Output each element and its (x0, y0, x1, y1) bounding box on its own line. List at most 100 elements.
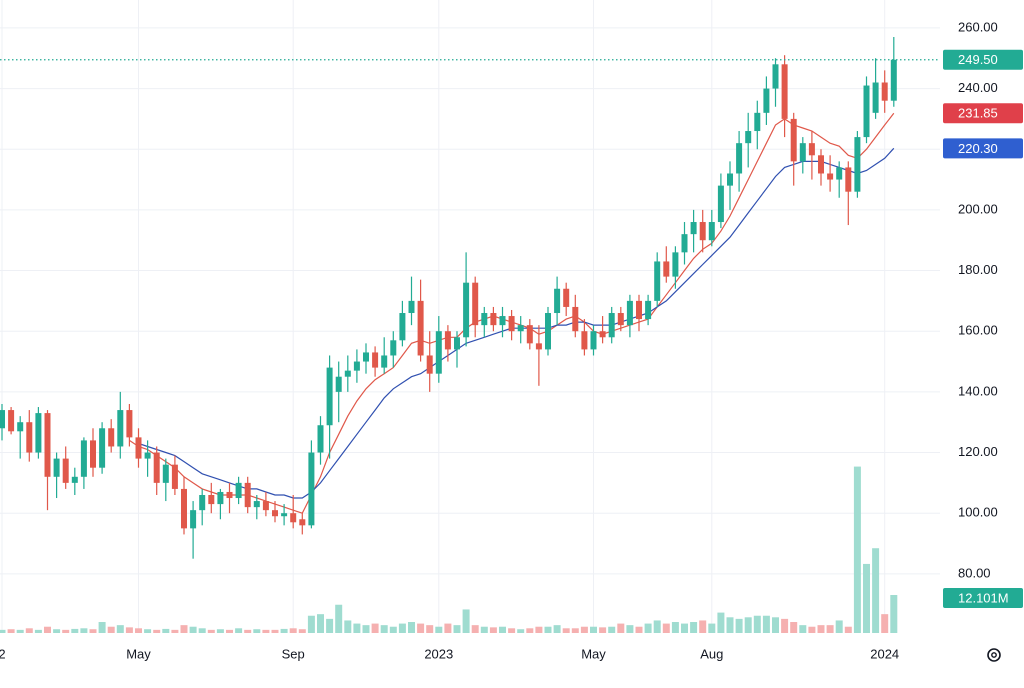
volume-bar (881, 614, 889, 633)
x-tick-label: Sep (282, 646, 305, 661)
candle-body (235, 482, 242, 499)
volume-bar (435, 626, 443, 633)
volume-bar (226, 629, 233, 633)
volume-bar (71, 628, 79, 633)
candle-body (53, 458, 60, 477)
volume-bar (144, 629, 152, 633)
volume-bar (444, 623, 452, 633)
y-tick-label: 80.00 (958, 565, 991, 580)
candle-body (217, 491, 224, 505)
candle-body (690, 222, 697, 235)
candle-body (508, 316, 515, 332)
x-tick-label: Aug (700, 646, 723, 661)
volume-bar (80, 628, 88, 633)
candle-body (663, 261, 670, 277)
volume-bar (808, 626, 816, 633)
volume-bar (326, 618, 334, 633)
candle-body (26, 422, 33, 453)
volume-bar (535, 626, 543, 633)
candle-body (308, 452, 315, 526)
candle-body (35, 413, 42, 453)
candle-body (226, 491, 233, 499)
candle-body (181, 488, 187, 529)
candle-body (62, 458, 69, 483)
candle-body (863, 85, 870, 138)
x-tick-label: 2 (0, 646, 6, 661)
candle-body (408, 300, 415, 314)
volume-bar (580, 626, 588, 633)
price-label-text: 220.30 (958, 141, 998, 156)
candle-body (745, 131, 752, 144)
volume-bar (826, 625, 834, 633)
candle-body (117, 410, 124, 447)
volume-bar (16, 629, 24, 633)
candle-body (590, 331, 597, 350)
volume-bar (89, 629, 97, 633)
candle-body (645, 300, 652, 320)
volume-bar (644, 623, 652, 633)
y-tick-label: 240.00 (958, 80, 998, 95)
candle-body (545, 313, 551, 350)
candle-body (190, 510, 197, 529)
candle-body (108, 428, 115, 447)
candle-body (162, 464, 169, 483)
volume-bar (772, 617, 779, 633)
volume-bar (553, 625, 561, 633)
volume-bar (699, 620, 707, 633)
candle-body (490, 313, 497, 326)
candle-body (363, 352, 369, 362)
candle-body (717, 185, 724, 223)
volume-bar (125, 627, 133, 633)
y-tick-label: 200.00 (958, 201, 998, 216)
candle-body (335, 376, 342, 392)
volume-bar (380, 625, 388, 633)
volume-bar (244, 629, 252, 633)
candle-body (454, 337, 460, 350)
volume-bar (353, 623, 361, 633)
volume-bar (462, 609, 470, 633)
volume-bar (671, 622, 679, 633)
candle-body (372, 352, 379, 368)
candle-body (790, 118, 797, 162)
candle-body (654, 261, 661, 301)
candle-body (581, 331, 588, 350)
candle-body (836, 167, 843, 180)
candle-body (872, 82, 879, 113)
candle-body (444, 331, 451, 350)
candle-body (171, 464, 178, 489)
grid (0, 0, 940, 633)
y-tick-label: 120.00 (958, 444, 998, 459)
volume-bar (617, 623, 625, 633)
candle-body (17, 422, 24, 432)
candle-body (799, 143, 806, 162)
candle-body (554, 288, 561, 314)
volume-bar (162, 628, 170, 633)
candle-body (290, 513, 297, 523)
volume-bar (235, 628, 243, 633)
candle-body (344, 370, 351, 377)
candle-body (135, 437, 142, 459)
volume-bar (180, 625, 188, 633)
volume-bar (735, 618, 743, 633)
candle-body (517, 325, 524, 332)
volume-bar (890, 595, 898, 633)
candle-body (8, 410, 15, 432)
candle-body (699, 222, 706, 241)
volume-bar (362, 625, 370, 633)
volume-bar (872, 548, 880, 633)
volume-bar (717, 612, 725, 633)
candle-body (672, 252, 679, 277)
volume-bar (499, 626, 506, 633)
candle-body (617, 313, 624, 326)
x-tick-label: 2024 (870, 646, 899, 661)
candle-body (71, 476, 78, 483)
candle-body (153, 452, 160, 483)
volume-bar (335, 604, 343, 633)
settings-icon[interactable] (987, 648, 1001, 662)
volume-bar (262, 629, 270, 633)
volume-bar (753, 615, 761, 633)
volume-bar (116, 625, 124, 633)
volume-bar (590, 626, 597, 633)
volume-bar (571, 628, 579, 633)
price-label-box (943, 103, 1023, 124)
